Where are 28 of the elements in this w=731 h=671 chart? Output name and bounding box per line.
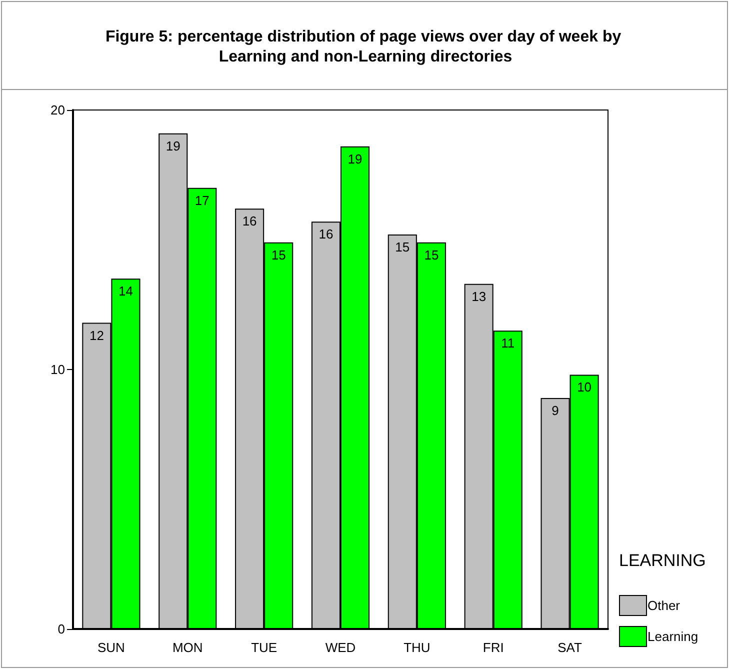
- y-tick-label: 10: [50, 362, 65, 377]
- data-label: 13: [472, 288, 486, 304]
- x-tick-label: SAT: [558, 640, 582, 655]
- legend-label: Learning: [648, 629, 698, 644]
- data-label: 16: [318, 226, 334, 242]
- data-label: 15: [424, 247, 439, 262]
- chart-title: Figure 5: percentage distribution of page views over day of week by Learning and non-Learning directories: [105, 28, 626, 66]
- data-label: 11: [501, 336, 515, 351]
- data-label: 10: [577, 380, 592, 395]
- x-tick-label: TUE: [251, 640, 278, 655]
- legend-label: Other: [648, 598, 681, 613]
- y-tick-label: 0: [58, 622, 65, 636]
- x-tick-label: MON: [172, 640, 203, 655]
- data-label: 12: [89, 328, 104, 343]
- data-label: 19: [166, 138, 180, 154]
- data-label: 9: [552, 403, 559, 418]
- legend-title: LEARNING: [619, 551, 706, 570]
- data-label: 15: [395, 240, 410, 255]
- x-tick-label: WED: [325, 640, 356, 655]
- data-label: 14: [118, 284, 133, 299]
- y-tick-label: 20: [50, 102, 65, 118]
- x-tick-label: SUN: [97, 640, 125, 655]
- data-label: 19: [348, 151, 362, 166]
- x-tick-label: FRI: [482, 640, 504, 655]
- data-label: 16: [242, 214, 257, 229]
- x-tick-label: THU: [404, 640, 430, 655]
- data-label: 15: [271, 247, 286, 262]
- data-label: 17: [194, 192, 210, 208]
